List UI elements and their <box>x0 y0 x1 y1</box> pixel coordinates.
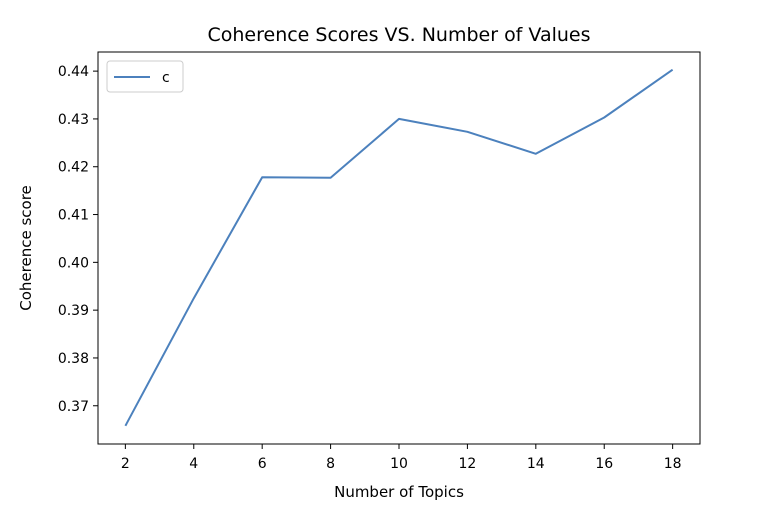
y-tick-label: 0.40 <box>58 255 89 271</box>
y-axis-ticks: 0.37 0.38 0.39 0.40 0.41 0.42 0.43 0.44 <box>58 64 98 415</box>
x-tick-label: 10 <box>390 456 408 472</box>
legend: c <box>106 60 184 93</box>
y-tick-label: 0.37 <box>58 399 89 415</box>
x-axis-label: Number of Topics <box>334 483 464 501</box>
x-tick-label: 6 <box>258 456 267 472</box>
series-layer <box>124 68 674 427</box>
y-tick-label: 0.39 <box>58 303 89 319</box>
x-tick-label: 16 <box>595 456 613 472</box>
x-tick-label: 2 <box>121 456 130 472</box>
x-tick-label: 14 <box>527 456 545 472</box>
x-tick-label: 4 <box>189 456 198 472</box>
x-tick-label: 12 <box>458 456 476 472</box>
y-tick-label: 0.42 <box>58 160 89 176</box>
y-tick-label: 0.38 <box>58 351 89 367</box>
plot-frame <box>97 51 701 445</box>
x-axis-ticks: 2 4 6 8 10 12 14 16 18 <box>121 444 682 472</box>
y-axis-label: Coherence score <box>17 185 35 311</box>
series-line-c <box>124 68 674 427</box>
x-tick-label: 18 <box>664 456 682 472</box>
chart-title: Coherence Scores VS. Number of Values <box>207 24 590 46</box>
y-tick-label: 0.44 <box>58 64 89 80</box>
legend-label-c: c <box>162 70 170 86</box>
y-tick-label: 0.43 <box>58 112 89 128</box>
x-tick-label: 8 <box>326 456 335 472</box>
y-tick-label: 0.41 <box>58 208 89 224</box>
